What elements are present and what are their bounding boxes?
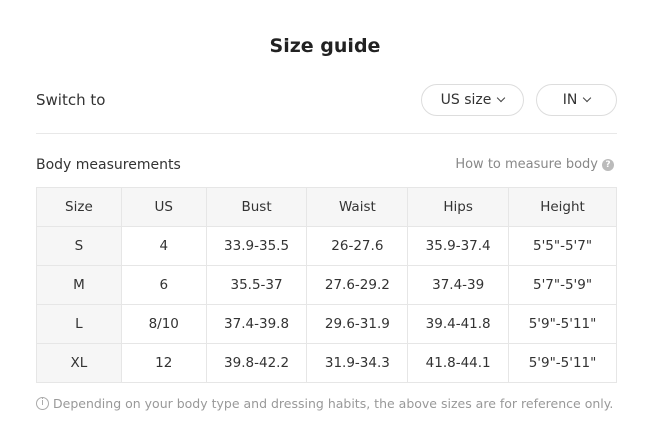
table-cell: 8/10 bbox=[120, 304, 207, 344]
table-cell: 6 bbox=[120, 265, 207, 305]
table-cell: 33.9-35.5 bbox=[205, 226, 308, 266]
table-cell: 5'5"-5'7" bbox=[508, 226, 617, 266]
switch-label: Switch to bbox=[36, 91, 106, 109]
table-cell: 31.9-34.3 bbox=[306, 343, 409, 383]
table-cell: L bbox=[36, 304, 122, 344]
column-header: Bust bbox=[205, 187, 308, 227]
table-header-row: Size US Bust Waist Hips Height bbox=[36, 187, 617, 227]
note-text: Depending on your body type and dressing… bbox=[53, 396, 614, 411]
table-cell: 39.4-41.8 bbox=[407, 304, 510, 344]
table-cell: XL bbox=[36, 343, 122, 383]
page-title: Size guide bbox=[269, 35, 381, 57]
column-header: Height bbox=[508, 187, 617, 227]
unit-value: IN bbox=[562, 92, 578, 108]
table-cell: 5'7"-5'9" bbox=[508, 265, 617, 305]
table-cell: 37.4-39.8 bbox=[205, 304, 308, 344]
reference-note: i Depending on your body type and dressi… bbox=[36, 396, 613, 411]
how-to-measure-link[interactable]: How to measure body ? bbox=[455, 157, 614, 172]
table-cell: 35.5-37 bbox=[205, 265, 308, 305]
section-title: Body measurements bbox=[36, 157, 181, 173]
chevron-down-icon bbox=[497, 93, 506, 103]
column-header: US bbox=[120, 187, 207, 227]
column-header: Size bbox=[36, 187, 122, 227]
table-cell: S bbox=[36, 226, 122, 266]
table-cell: 4 bbox=[120, 226, 207, 266]
size-system-dropdown[interactable]: US size bbox=[421, 84, 524, 116]
divider bbox=[36, 133, 617, 134]
table-cell: 29.6-31.9 bbox=[306, 304, 409, 344]
table-row: L 8/10 37.4-39.8 29.6-31.9 39.4-41.8 5'9"-5'1… bbox=[36, 304, 617, 344]
table-cell: 5'9"-5'11" bbox=[508, 304, 617, 344]
table-cell: 41.8-44.1 bbox=[407, 343, 510, 383]
column-header: Hips bbox=[407, 187, 510, 227]
table-cell: 5'9"-5'11" bbox=[508, 343, 617, 383]
table-row: XL 12 39.8-42.2 31.9-34.3 41.8-44.1 5'9"-5'11… bbox=[36, 343, 617, 383]
table-cell: 26-27.6 bbox=[306, 226, 409, 266]
unit-dropdown[interactable]: IN bbox=[536, 84, 617, 116]
table-cell: 39.8-42.2 bbox=[205, 343, 308, 383]
how-to-measure-label: How to measure body bbox=[455, 157, 598, 172]
table-row: M 6 35.5-37 27.6-29.2 37.4-39 5'7"-5'9" bbox=[36, 265, 617, 305]
table-row: S 4 33.9-35.5 26-27.6 35.9-37.4 5'5"-5'7" bbox=[36, 226, 617, 266]
table-cell: 27.6-29.2 bbox=[306, 265, 409, 305]
table-cell: 35.9-37.4 bbox=[407, 226, 510, 266]
table-cell: 37.4-39 bbox=[407, 265, 510, 305]
info-icon: i bbox=[36, 397, 49, 410]
size-system-value: US size bbox=[440, 92, 492, 108]
question-icon: ? bbox=[602, 158, 614, 171]
size-table: Size US Bust Waist Hips Height S 4 33.9-35.5 26-… bbox=[36, 187, 617, 383]
table-cell: 12 bbox=[120, 343, 207, 383]
table-cell: M bbox=[36, 265, 122, 305]
column-header: Waist bbox=[306, 187, 409, 227]
chevron-down-icon bbox=[583, 93, 592, 103]
